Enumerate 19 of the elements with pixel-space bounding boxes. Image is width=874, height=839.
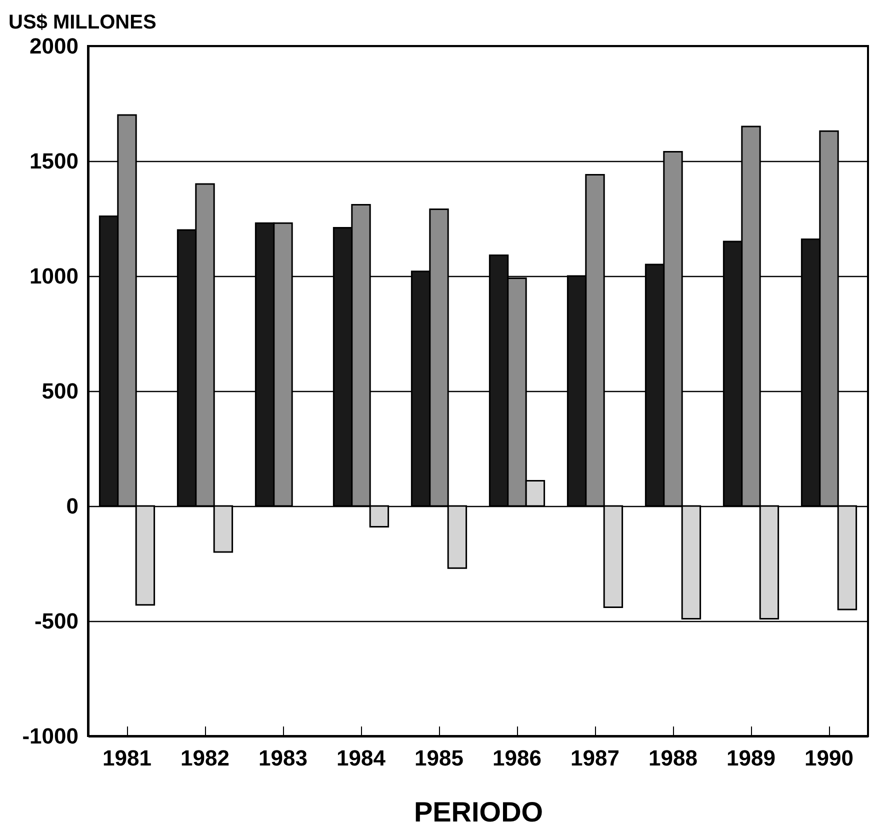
x-axis-title: PERIODO: [414, 796, 544, 828]
x-tick-label: 1990: [804, 746, 854, 770]
y-tick-label: 1500: [30, 148, 78, 174]
x-tick-label: 1988: [648, 746, 698, 770]
y-tick-label: 1000: [30, 264, 78, 288]
y-tick-label: 0: [66, 494, 78, 518]
y-axis-title: US$ MILLONES: [8, 12, 156, 34]
y-tick-label: -1000: [22, 724, 78, 748]
x-tick-label: 1984: [336, 746, 386, 770]
x-tick-label: 1985: [414, 746, 464, 770]
x-tick-label: 1981: [102, 746, 152, 770]
y-tick-label: 2000: [30, 34, 78, 58]
x-tick-label: 1982: [180, 746, 230, 770]
x-tick-label: 1989: [726, 746, 776, 770]
y-tick-label: -500: [34, 608, 78, 634]
x-tick-label: 1986: [492, 746, 542, 770]
x-tick-label: 1983: [258, 746, 308, 770]
y-tick-label: 500: [42, 378, 78, 404]
x-tick-label: 1987: [570, 746, 620, 770]
